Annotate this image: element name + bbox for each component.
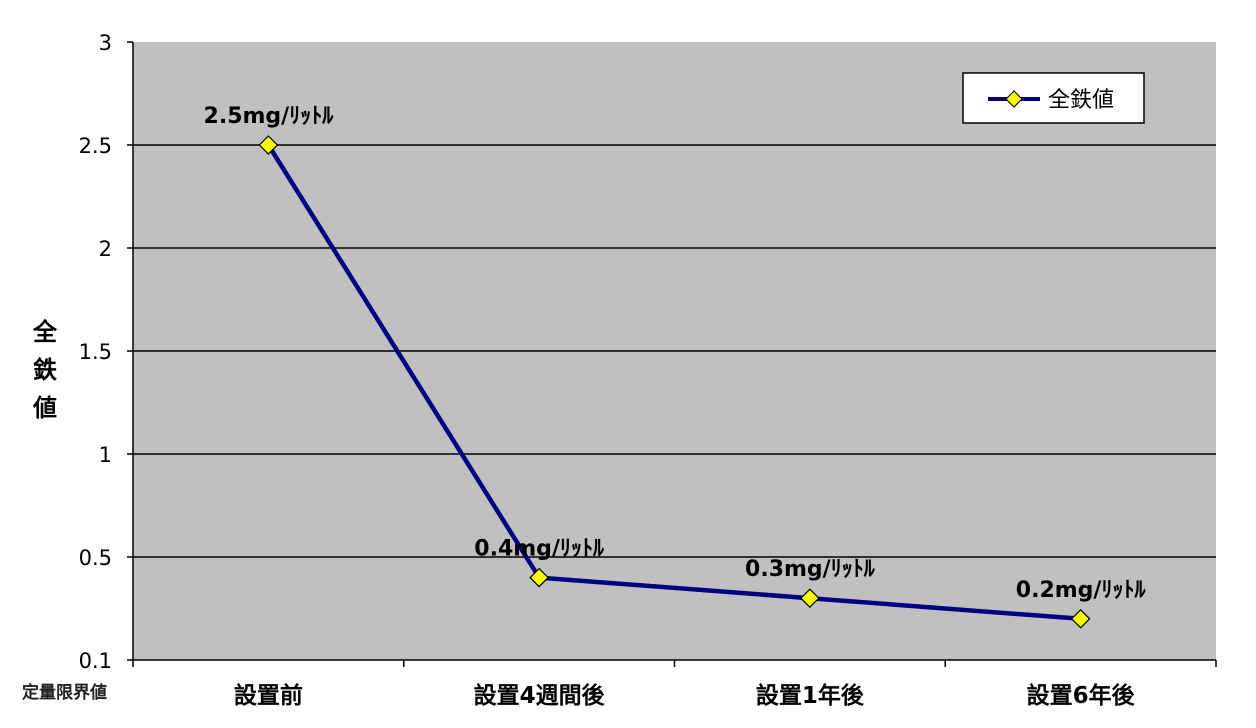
y-axis-title: 全 鉄 値 (32, 318, 58, 422)
data-label: 0.4mg/ﾘｯﾄﾙ (474, 537, 605, 562)
y-tick-labels: 0.1 0.5 1 1.5 2 2.5 3 (79, 31, 112, 673)
x-tick-label: 設置1年後 (756, 682, 865, 709)
y-tick-label: 2 (99, 237, 112, 261)
legend-label: 全鉄値 (1048, 88, 1114, 113)
data-labels: 2.5mg/ﾘｯﾄﾙ 0.4mg/ﾘｯﾄﾙ 0.3mg/ﾘｯﾄﾙ 0.2mg/ﾘｯﾄﾙ (204, 104, 1147, 603)
y-tick-label: 2.5 (79, 134, 112, 158)
x-tick-label: 設置前 (234, 682, 303, 709)
data-point-marker (800, 588, 820, 609)
x-tick-label: 設置4週間後 (474, 682, 606, 709)
y-tick-label: 3 (99, 31, 112, 55)
y-axis-title-char-1: 全 (32, 318, 58, 346)
data-label: 2.5mg/ﾘｯﾄﾙ (204, 104, 335, 129)
y-axis-title-char-2: 鉄 (33, 356, 57, 384)
data-label: 0.3mg/ﾘｯﾄﾙ (745, 557, 876, 582)
axes (127, 41, 1217, 667)
data-point-marker (529, 567, 549, 588)
legend-marker-icon (1005, 90, 1023, 108)
series-line (266, 143, 1081, 622)
baseline-note: 定量限界値 (22, 682, 107, 703)
data-label: 0.2mg/ﾘｯﾄﾙ (1016, 578, 1147, 603)
x-tick-labels: 設置前 設置4週間後 設置1年後 設置6年後 (234, 682, 1136, 709)
y-tick-label: 0.1 (79, 649, 112, 673)
data-point-marker (258, 135, 279, 155)
y-axis-title-char-3: 値 (32, 394, 57, 422)
gridlines (133, 144, 1216, 558)
legend: 全鉄値 (962, 72, 1145, 124)
data-point-marker (1070, 608, 1091, 629)
x-tick-label: 設置6年後 (1027, 682, 1136, 709)
y-tick-label: 0.5 (79, 546, 112, 570)
series-group (258, 135, 1091, 629)
y-tick-label: 1.5 (79, 340, 112, 364)
y-tick-label: 1 (99, 443, 112, 467)
